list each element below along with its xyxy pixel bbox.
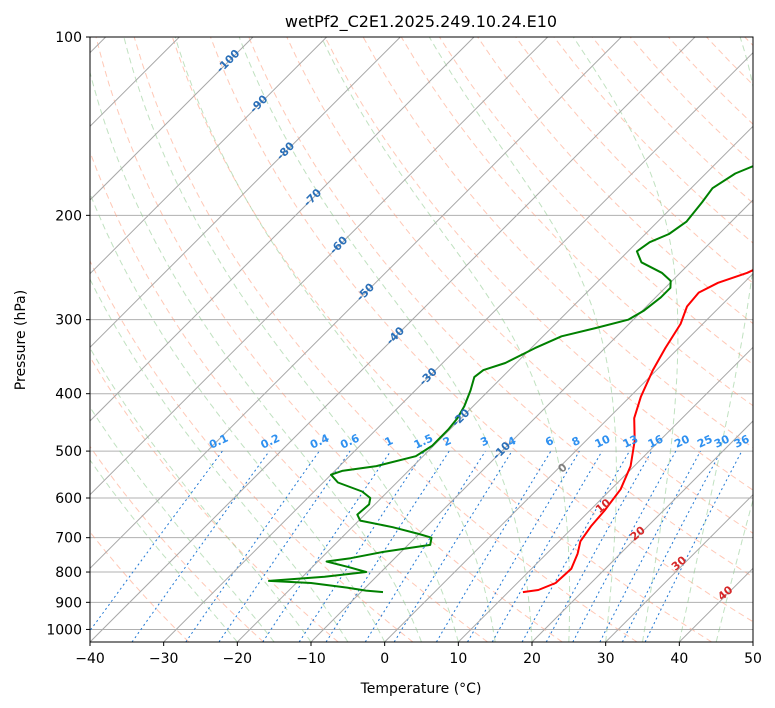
moist-adiabat-line — [572, 37, 679, 642]
moist-adiabat-line — [678, 37, 753, 642]
dry-adiabat-line — [248, 37, 753, 578]
mixing-ratio-line — [435, 450, 552, 642]
mixing-ratio-line — [521, 450, 630, 642]
mixing-ratio-lines — [90, 450, 743, 642]
dry-adiabat-line — [286, 37, 753, 534]
x-tick-label: 0 — [380, 651, 389, 667]
mixing-ratio-line — [545, 450, 653, 642]
isotherm-line — [90, 37, 254, 201]
dry-adiabat-line — [90, 259, 414, 642]
x-tick-label: 50 — [744, 651, 762, 667]
y-axis-label: Pressure (hPa) — [13, 290, 29, 390]
isotherm-line — [310, 199, 753, 642]
x-axis-label: Temperature (°C) — [360, 681, 482, 697]
isotherm-line — [236, 125, 753, 642]
mixing-ratio-line — [185, 450, 320, 642]
y-tick-label: 600 — [55, 491, 82, 507]
mixing-ratio-label: 36 — [732, 432, 752, 450]
x-tick-label: −10 — [296, 651, 326, 667]
x-tick-label: −40 — [75, 651, 105, 667]
x-tick-label: 30 — [597, 651, 615, 667]
chart-title: wetPf2_C2E1.2025.249.10.24.E10 — [285, 12, 557, 32]
moist-adiabat-line — [715, 497, 753, 642]
mixing-ratio-line — [599, 450, 701, 642]
moist-adiabat-line — [320, 37, 571, 642]
mixing-ratio-line — [467, 450, 580, 642]
isotherm-line — [90, 37, 622, 570]
mixing-ratio-line — [90, 450, 223, 632]
mixing-ratio-line — [364, 450, 486, 642]
moist-adiabat-line — [90, 278, 349, 642]
mixing-ratio-label: 10 — [593, 432, 613, 450]
isotherm-line — [90, 37, 696, 642]
temperature-profile-line — [522, 269, 753, 594]
moist-adiabats — [90, 37, 753, 642]
dry-adiabat-line — [324, 37, 753, 491]
moist-adiabat-line — [174, 37, 496, 642]
isotherm-line — [163, 51, 753, 642]
y-tick-label: 1000 — [46, 622, 82, 638]
mixing-ratio-label: 30 — [712, 432, 732, 450]
isotherm-line — [605, 493, 753, 642]
x-axis-ticks: −40 −30 −20 −10 0 10 20 30 40 50 — [75, 642, 762, 667]
moist-adiabat-line — [238, 37, 533, 642]
y-tick-label: 200 — [55, 208, 82, 224]
y-tick-label: 900 — [55, 595, 82, 611]
x-tick-label: −20 — [223, 651, 253, 667]
mixing-ratio-label: 20 — [672, 432, 692, 450]
dry-adiabat-line — [90, 445, 264, 642]
x-tick-label: 10 — [449, 651, 467, 667]
isotherm-line — [90, 37, 549, 496]
y-axis-ticks: 100 200 300 400 500 600 700 800 900 1000 — [46, 30, 90, 638]
mixing-ratio-line — [393, 450, 513, 642]
isotherm-line — [90, 37, 328, 275]
moist-adiabat-line — [428, 37, 617, 642]
mixing-ratio-line — [491, 450, 603, 642]
mixing-ratio-line — [644, 450, 743, 642]
isotherm-line — [384, 272, 753, 642]
isotherm-line — [531, 420, 753, 642]
y-tick-label: 500 — [55, 444, 82, 460]
moist-adiabat-line — [90, 406, 275, 642]
mixing-ratio-line — [298, 450, 425, 642]
moist-adiabat-line — [123, 37, 459, 642]
dewpoint-profile-line — [268, 165, 753, 594]
moist-adiabat-line — [90, 192, 386, 642]
mixing-ratio-line — [621, 450, 722, 642]
plot-frame — [89, 36, 754, 643]
moist-adiabat-line — [90, 70, 422, 642]
x-tick-label: 20 — [523, 651, 541, 667]
mixing-ratio-label: 13 — [621, 432, 640, 450]
isotherm-line — [90, 37, 475, 422]
profile-lines — [268, 165, 753, 594]
x-tick-label: −30 — [149, 651, 179, 667]
dry-adiabat-line — [515, 37, 753, 284]
y-tick-label: 400 — [55, 387, 82, 403]
mixing-ratio-label: 16 — [646, 432, 666, 450]
dry-adiabat-line — [133, 37, 638, 642]
y-tick-label: 800 — [55, 565, 82, 581]
x-tick-label: 40 — [670, 651, 688, 667]
dry-adiabat-line — [95, 37, 563, 642]
dry-adiabat-line — [171, 37, 712, 642]
y-tick-label: 700 — [55, 531, 82, 547]
isotherm-line — [457, 346, 753, 642]
y-tick-label: 300 — [55, 313, 82, 329]
mixing-ratio-line — [572, 450, 677, 642]
moist-adiabat-line — [90, 459, 238, 642]
dry-adiabat-line — [210, 37, 753, 623]
isotherms — [90, 37, 753, 642]
isotherm-line — [90, 37, 401, 349]
mixing-ratio-line — [325, 450, 450, 642]
mixing-ratio-label: 25 — [695, 432, 714, 450]
y-tick-label: 100 — [55, 30, 82, 46]
